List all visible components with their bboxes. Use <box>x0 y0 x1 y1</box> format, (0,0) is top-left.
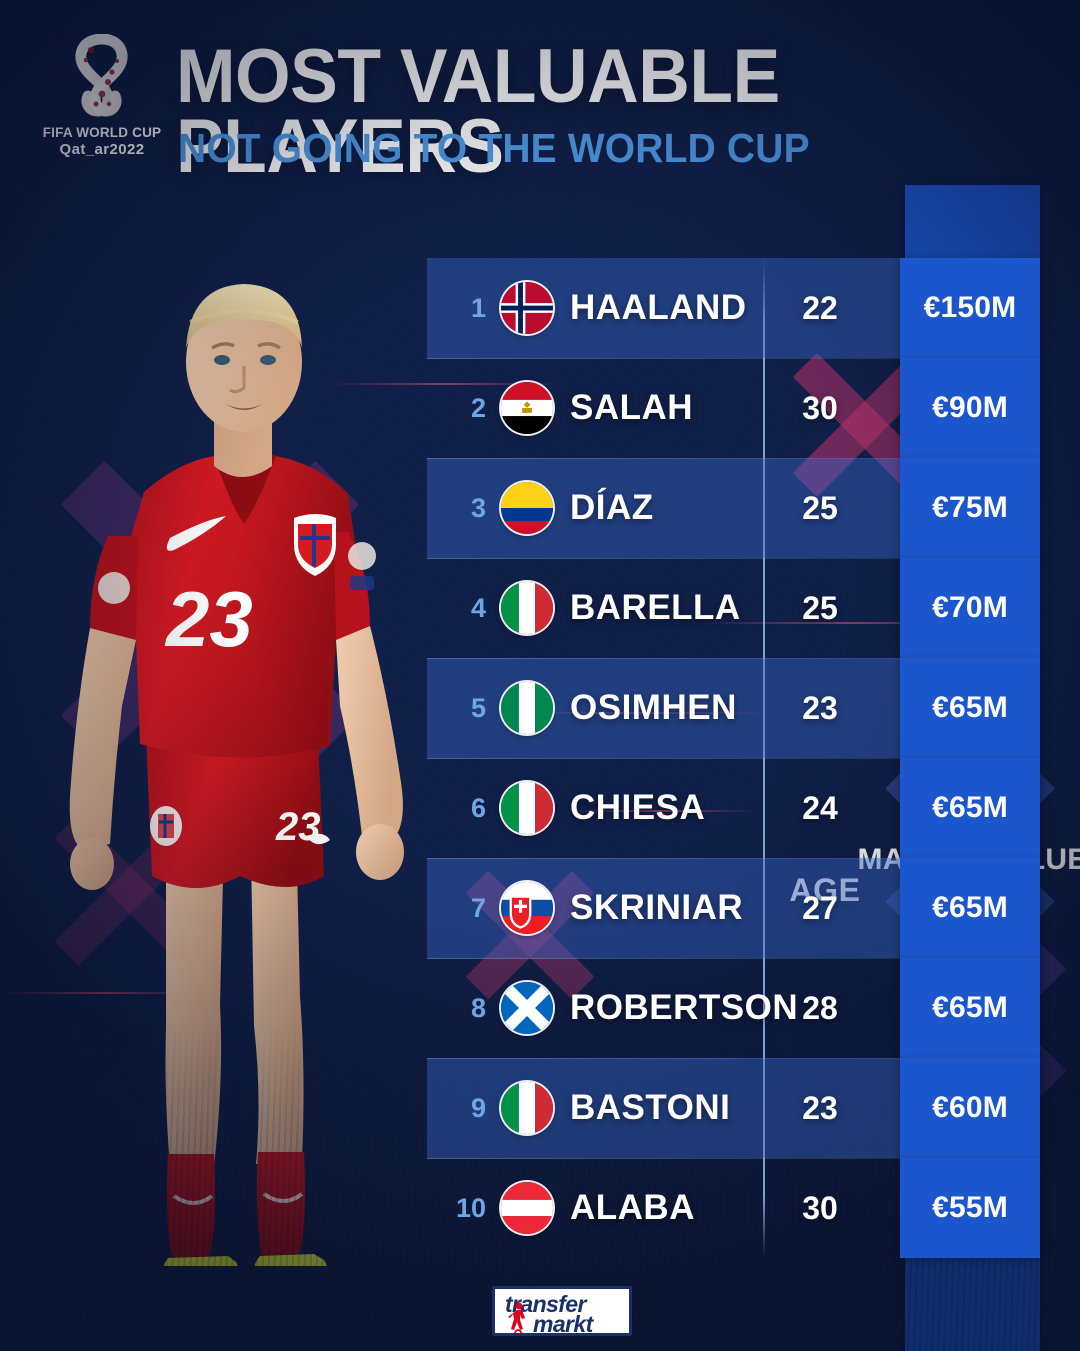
flag-italy-icon <box>501 1082 553 1134</box>
table-row[interactable]: 5 OSIMHEN 23 €65M <box>427 658 1040 759</box>
player-market-value: €90M <box>900 358 1040 458</box>
player-name: ROBERTSON <box>570 988 799 1027</box>
player-age: 23 <box>802 689 838 726</box>
player-age: 23 <box>802 1089 838 1126</box>
row-rank: 4 <box>470 592 486 623</box>
player-market-value: €60M <box>900 1058 1040 1158</box>
player-age: 24 <box>802 789 838 826</box>
player-name: SALAH <box>570 388 694 427</box>
flag-italy-icon <box>501 582 553 634</box>
player-name: CHIESA <box>570 788 706 827</box>
row-separator <box>427 658 1040 659</box>
player-market-value: €70M <box>900 558 1040 658</box>
flag-colombia-icon <box>501 482 553 534</box>
row-rank: 9 <box>470 1092 486 1123</box>
table-row[interactable]: 6 CHIESA 24 €65M <box>427 758 1040 859</box>
row-rank: 2 <box>470 392 486 423</box>
player-age: 30 <box>802 1189 838 1226</box>
player-name: BARELLA <box>570 588 741 627</box>
page-subtitle: NOT GOING TO THE WORLD CUP <box>178 125 810 171</box>
flag-egypt-icon <box>501 382 553 434</box>
fifa-world-cup-qatar-2022-logo: FIFA WORLD CUP Qat_ar2022 <box>36 34 168 158</box>
player-age: 28 <box>802 989 838 1026</box>
player-age: 22 <box>802 289 838 326</box>
flag-norway-icon <box>501 282 553 334</box>
player-market-value: €65M <box>900 958 1040 1058</box>
player-name: SKRINIAR <box>570 888 744 927</box>
brand-line-2: markt <box>533 1311 593 1336</box>
row-rank: 3 <box>470 492 486 523</box>
row-separator <box>427 858 1040 859</box>
row-rank: 6 <box>470 792 486 823</box>
player-market-value: €150M <box>900 258 1040 358</box>
row-separator <box>427 758 1040 759</box>
qatar-2022-emblem-icon <box>75 34 128 117</box>
svg-text:23: 23 <box>164 575 253 663</box>
column-divider <box>763 260 765 1256</box>
row-rank: 5 <box>470 692 486 723</box>
player-market-value: €75M <box>900 458 1040 558</box>
player-age: 27 <box>802 889 838 926</box>
player-market-value: €55M <box>900 1158 1040 1258</box>
players-table: 1 HAALAND 22 €150M 2 SALAH 30 €90M 3 <box>427 258 1040 1258</box>
player-name: OSIMHEN <box>570 688 737 727</box>
row-rank: 10 <box>455 1192 486 1223</box>
row-separator <box>427 958 1040 959</box>
flag-scotland-icon <box>501 982 553 1034</box>
row-separator <box>427 458 1040 459</box>
player-age: 25 <box>802 589 838 626</box>
row-separator <box>427 1058 1040 1059</box>
row-separator <box>427 1158 1040 1159</box>
row-rank: 7 <box>470 892 486 923</box>
flag-italy-icon <box>501 782 553 834</box>
player-name: ALABA <box>570 1188 695 1227</box>
row-rank: 8 <box>470 992 486 1023</box>
table-row[interactable]: 9 BASTONI 23 €60M <box>427 1058 1040 1159</box>
row-separator <box>427 558 1040 559</box>
player-age: 25 <box>802 489 838 526</box>
player-market-value: €65M <box>900 858 1040 958</box>
player-market-value: €65M <box>900 758 1040 858</box>
row-rank: 1 <box>470 292 486 323</box>
player-market-value: €65M <box>900 658 1040 758</box>
logo-line-2: Qat_ar2022 <box>59 141 145 158</box>
table-row[interactable]: 2 SALAH 30 €90M <box>427 358 1040 459</box>
footballer-figure-icon <box>508 1302 525 1333</box>
player-name: HAALAND <box>570 288 747 327</box>
row-separator <box>427 358 1040 359</box>
table-row[interactable]: 10 ALABA 30 €55M <box>427 1158 1040 1258</box>
table-row[interactable]: 4 BARELLA 25 €70M <box>427 558 1040 659</box>
transfermarkt-logo[interactable]: transfer markt <box>492 1286 632 1336</box>
table-row[interactable]: 1 HAALAND 22 €150M <box>427 258 1040 359</box>
flag-austria-icon <box>501 1182 553 1234</box>
table-row[interactable]: 7 SKRINIAR 27 €65M <box>427 858 1040 959</box>
player-name: DÍAZ <box>570 488 654 527</box>
flag-slovakia-icon <box>501 882 553 934</box>
flag-nigeria-icon <box>501 682 553 734</box>
player-age: 30 <box>802 389 838 426</box>
player-name: BASTONI <box>570 1088 731 1127</box>
table-row[interactable]: 3 DÍAZ 25 €75M <box>427 458 1040 559</box>
table-row[interactable]: 8 ROBERTSON 28 €65M <box>427 958 1040 1059</box>
logo-line-1: FIFA WORLD CUP <box>42 125 162 140</box>
erling-haaland-cutout: 23 23 <box>18 236 438 1278</box>
